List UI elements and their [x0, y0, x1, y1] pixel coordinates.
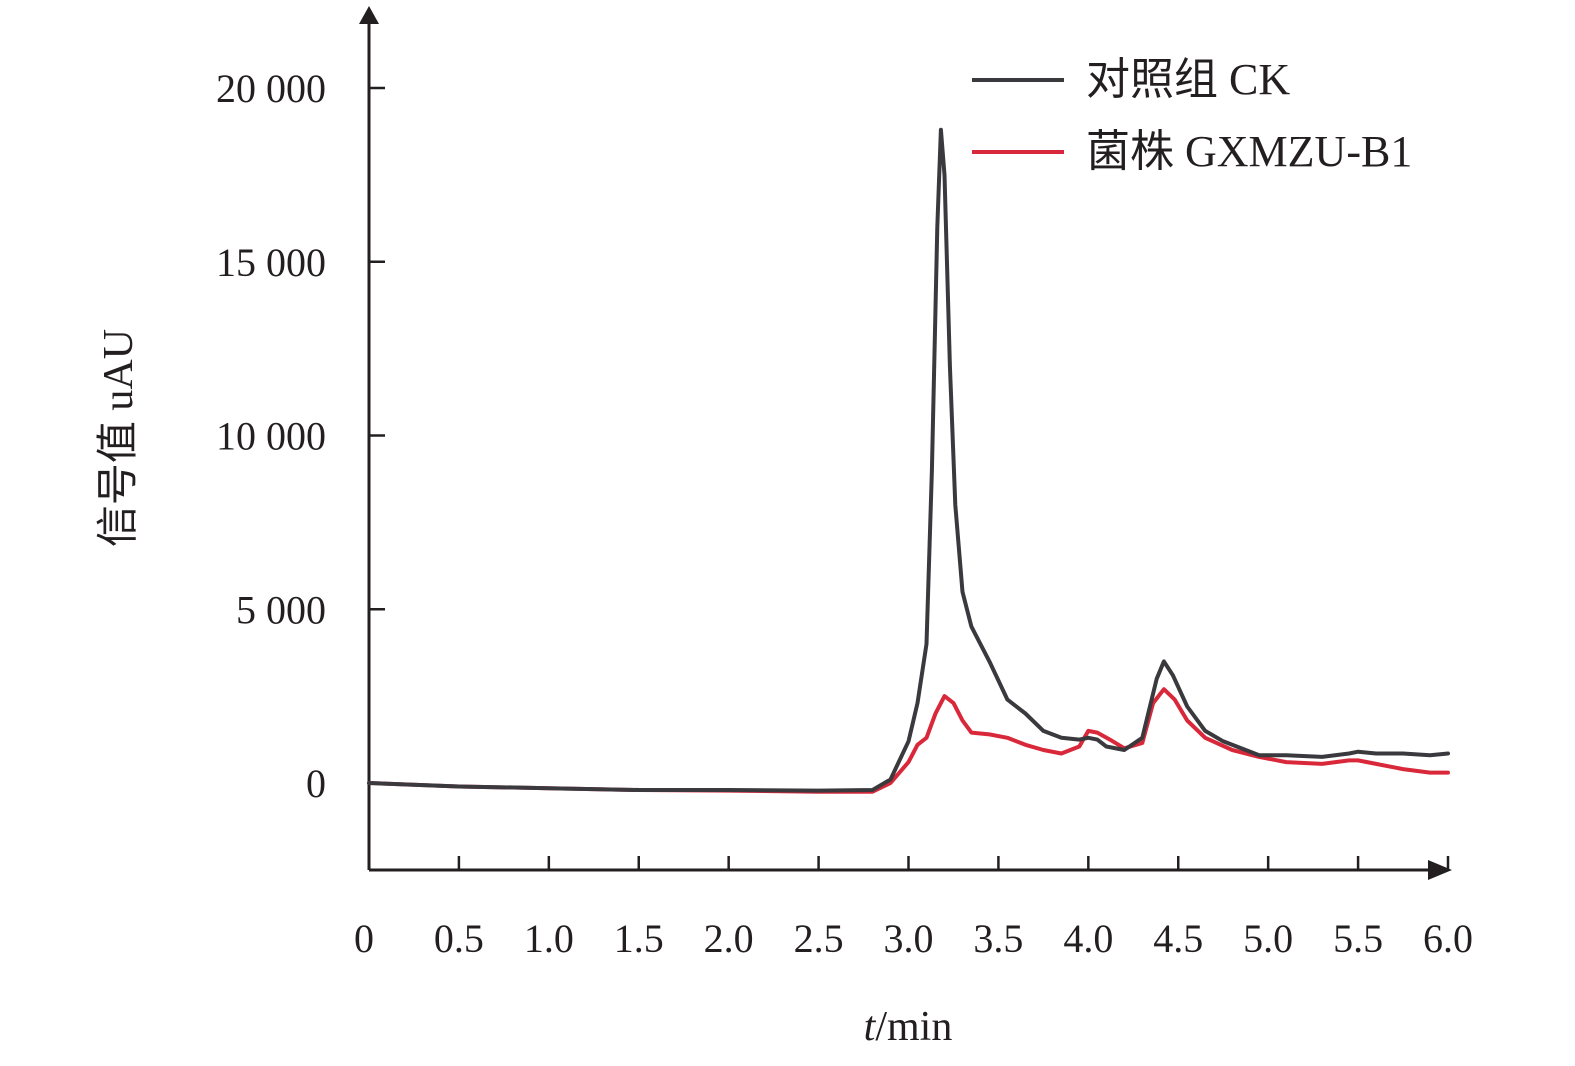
x-tick-label: 3.5: [973, 916, 1023, 961]
y-tick-label: 5 000: [236, 587, 326, 632]
y-axis-arrow: [359, 6, 379, 24]
axes: [359, 6, 1452, 880]
legend: 对照组 CK 菌株 GXMZU-B1: [972, 55, 1412, 176]
y-tick-label: 15 000: [216, 240, 326, 285]
x-tick-label: 4.5: [1153, 916, 1203, 961]
x-tick-label: 1.5: [614, 916, 664, 961]
x-axis-title: t/min: [864, 1004, 953, 1050]
x-tick-label: 2.0: [704, 916, 754, 961]
legend-label-b1: 菌株 GXMZU-B1: [1086, 127, 1412, 176]
x-tick-label: 0: [354, 916, 374, 961]
x-tick-label: 1.0: [524, 916, 574, 961]
x-tick-label: 5.5: [1333, 916, 1383, 961]
x-tick-label: 5.0: [1243, 916, 1293, 961]
y-tick-label: 10 000: [216, 414, 326, 459]
x-tick-label: 6.0: [1423, 916, 1473, 961]
x-axis-title-unit: /min: [875, 1004, 952, 1050]
series-line-ck: [367, 127, 1450, 793]
x-tick-label: 2.5: [794, 916, 844, 961]
x-ticks: 0 0.5 1.0 1.5 2.0 2.5 3.0 3.5 4.0 4.5 5.0 5.5 6.0: [354, 856, 1473, 961]
y-ticks: 0 5 000 10 000 15 000 20 000: [216, 66, 385, 806]
x-tick-label: 4.0: [1063, 916, 1113, 961]
x-axis-title-italic: t: [864, 1004, 877, 1050]
y-tick-label: 20 000: [216, 66, 326, 111]
x-tick-label: 3.0: [884, 916, 934, 961]
y-tick-label: 0: [306, 761, 326, 806]
legend-label-ck: 对照组 CK: [1086, 55, 1290, 104]
series-line-gxmzu-b1: [367, 687, 1450, 794]
y-axis-title: 信号值 uAU: [96, 329, 142, 547]
series-lines: [367, 127, 1450, 794]
x-axis-arrow: [1428, 860, 1452, 880]
x-tick-label: 0.5: [434, 916, 484, 961]
